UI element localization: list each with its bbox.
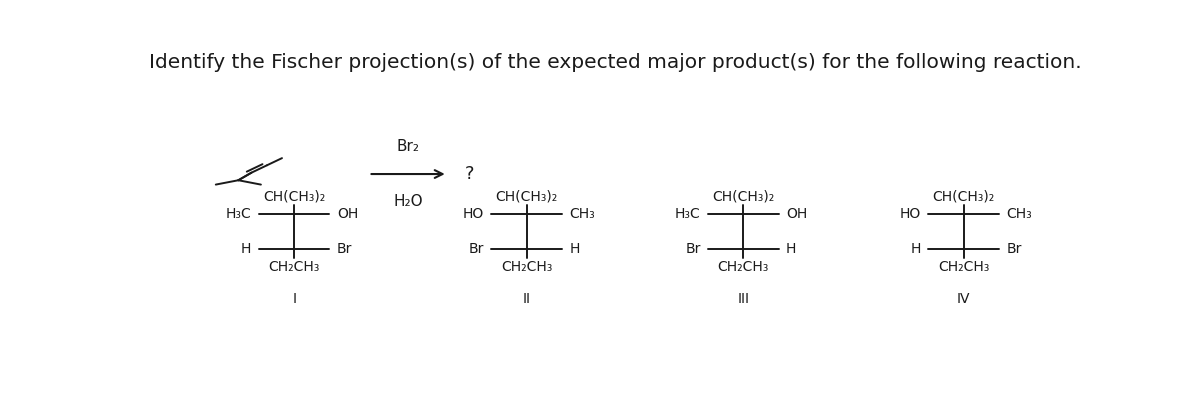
Text: CH₃: CH₃ xyxy=(1007,207,1032,220)
Text: Identify the Fischer projection(s) of the expected major product(s) for the foll: Identify the Fischer projection(s) of th… xyxy=(149,53,1081,72)
Text: IV: IV xyxy=(958,292,971,306)
Text: Br: Br xyxy=(468,242,484,256)
Text: CH₂CH₃: CH₂CH₃ xyxy=(269,260,320,274)
Text: OH: OH xyxy=(337,207,358,220)
Text: OH: OH xyxy=(786,207,808,220)
Text: Br₂: Br₂ xyxy=(396,139,420,154)
Text: H: H xyxy=(911,242,920,256)
Text: I: I xyxy=(292,292,296,306)
Text: CH(CH₃)₂: CH(CH₃)₂ xyxy=(932,189,995,204)
Text: H: H xyxy=(570,242,580,256)
Text: Br: Br xyxy=(1007,242,1022,256)
Text: CH₂CH₃: CH₂CH₃ xyxy=(718,260,769,274)
Text: H₂O: H₂O xyxy=(394,195,422,210)
Text: CH₃: CH₃ xyxy=(570,207,595,220)
Text: H₃C: H₃C xyxy=(674,207,701,220)
Text: CH(CH₃)₂: CH(CH₃)₂ xyxy=(263,189,325,204)
Text: CH(CH₃)₂: CH(CH₃)₂ xyxy=(713,189,774,204)
Text: ?: ? xyxy=(464,165,474,183)
Text: II: II xyxy=(523,292,530,306)
Text: HO: HO xyxy=(900,207,920,220)
Text: H: H xyxy=(241,242,251,256)
Text: Br: Br xyxy=(337,242,353,256)
Text: CH₂CH₃: CH₂CH₃ xyxy=(500,260,552,274)
Text: CH₂CH₃: CH₂CH₃ xyxy=(938,260,990,274)
Text: CH(CH₃)₂: CH(CH₃)₂ xyxy=(496,189,558,204)
Text: III: III xyxy=(737,292,749,306)
Text: Br: Br xyxy=(685,242,701,256)
Text: H₃C: H₃C xyxy=(226,207,251,220)
Text: H: H xyxy=(786,242,797,256)
Text: HO: HO xyxy=(463,207,484,220)
